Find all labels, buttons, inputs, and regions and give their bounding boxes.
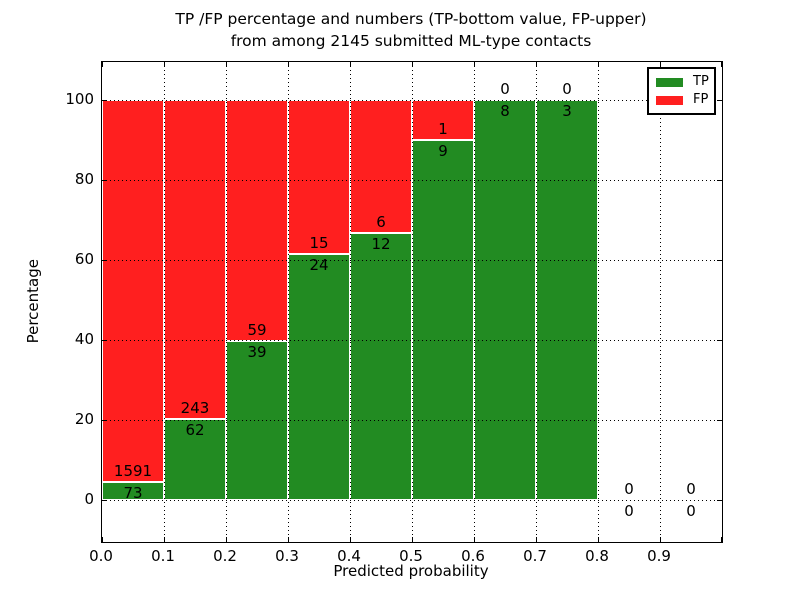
xtick-bottom-10 — [721, 537, 722, 542]
x-tick-0.0: 0.0 — [89, 547, 113, 565]
label-tp-count-8: 0 — [624, 502, 634, 520]
y-tick-0: 0 — [84, 490, 94, 508]
x-tick-0.3: 0.3 — [275, 547, 299, 565]
x-tick-0.2: 0.2 — [213, 547, 237, 565]
label-tp-count-6: 8 — [500, 102, 510, 120]
chart-title-line2: from among 2145 submitted ML-type contac… — [230, 32, 592, 50]
fp-swatch — [656, 95, 683, 105]
label-fp-count-1: 243 — [180, 398, 210, 417]
xtick-top-0 — [102, 62, 103, 67]
plot-area: 1591 73 243 62 59 39 15 24 6 12 1 9 0 8 0 3 0 0 0 0 TP FP — [101, 61, 723, 543]
bar-tp-1 — [164, 418, 226, 500]
chart-title: TP /FP percentage and numbers (TP-bottom… — [101, 8, 721, 52]
label-fp-count-0: 1591 — [113, 462, 153, 481]
label-fp-count-5: 1 — [438, 120, 448, 138]
legend: TP FP — [647, 67, 716, 115]
x-tick-0.7: 0.7 — [523, 547, 547, 565]
x-tick-0.1: 0.1 — [151, 547, 175, 565]
bar-fp-3 — [288, 100, 350, 254]
xtick-bottom-0 — [102, 537, 103, 542]
label-fp-count-3: 15 — [309, 233, 329, 252]
label-fp-count-6: 0 — [500, 80, 510, 98]
x-axis-label: Predicted probability — [333, 562, 489, 580]
bar-tp-0 — [102, 482, 164, 500]
bar-fp-1 — [164, 100, 226, 419]
bar-fp-0 — [102, 100, 164, 483]
tp-swatch — [656, 77, 683, 87]
bar-tp-5 — [412, 140, 474, 500]
label-tp-count-5: 9 — [438, 142, 448, 160]
legend-row-fp: FP — [656, 93, 714, 107]
label-tp-count-7: 3 — [562, 102, 572, 120]
legend-row-tp: TP — [656, 75, 714, 89]
y-tick-100: 100 — [65, 90, 94, 108]
y-tick-60: 60 — [74, 250, 94, 268]
chart-title-line1: TP /FP percentage and numbers (TP-bottom… — [175, 10, 647, 28]
xtick-top-10 — [721, 62, 722, 67]
y-tick-20: 20 — [74, 410, 94, 428]
legend-label-tp: TP — [693, 74, 709, 89]
label-fp-count-8: 0 — [624, 480, 634, 498]
x-tick-0.6: 0.6 — [461, 547, 485, 565]
bar-label-layer: 1591 73 243 62 59 39 15 24 6 12 1 9 0 8 0 3 0 0 0 0 — [102, 62, 722, 542]
label-tp-count-0: 73 — [123, 484, 143, 503]
bars-layer — [102, 62, 722, 542]
x-tick-0.5: 0.5 — [399, 547, 423, 565]
y-tick-80: 80 — [74, 170, 94, 188]
legend-label-fp: FP — [693, 92, 709, 107]
label-fp-count-2: 59 — [247, 320, 267, 339]
y-axis-label-wrap: Percentage — [22, 61, 44, 541]
label-tp-count-9: 0 — [686, 502, 696, 520]
x-tick-0.8: 0.8 — [585, 547, 609, 565]
label-tp-count-2: 39 — [247, 342, 267, 361]
x-tick-0.9: 0.9 — [647, 547, 671, 565]
x-tick-0.4: 0.4 — [337, 547, 361, 565]
label-fp-count-9: 0 — [686, 480, 696, 498]
bar-tp-6 — [474, 100, 536, 500]
y-tick-40: 40 — [74, 330, 94, 348]
label-fp-count-4: 6 — [376, 213, 386, 232]
label-tp-count-1: 62 — [185, 420, 205, 439]
label-tp-count-3: 24 — [309, 255, 329, 274]
label-tp-count-4: 12 — [371, 235, 391, 254]
label-fp-count-7: 0 — [562, 80, 572, 98]
